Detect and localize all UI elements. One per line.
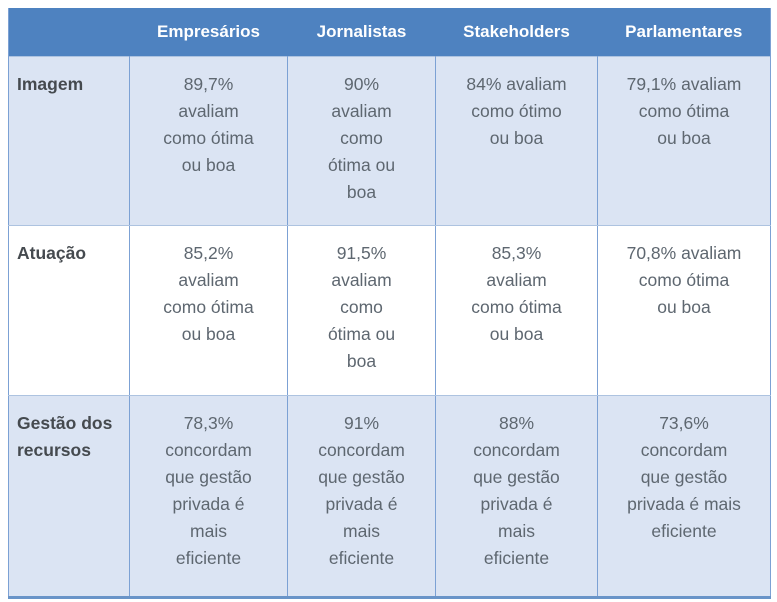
survey-results-table: Empresários Jornalistas Stakeholders Par… [8,8,771,599]
table-row-atuacao: Atuação 85,2% avaliam como ótima ou boa … [8,225,771,396]
cell-imagem-jornalistas: 90% avaliam como ótima ou boa [287,56,436,226]
header-row: Empresários Jornalistas Stakeholders Par… [8,8,771,57]
table-row-imagem: Imagem 89,7% avaliam como ótima ou boa 9… [8,56,771,226]
cell-atuacao-stakeholders: 85,3% avaliam como ótima ou boa [435,225,598,396]
cell-gestao-stakeholders: 88% concordam que gestão privada é mais … [435,395,598,598]
row-label-imagem: Imagem [8,56,130,226]
cell-imagem-empresarios: 89,7% avaliam como ótima ou boa [129,56,288,226]
column-header-jornalistas: Jornalistas [287,8,436,57]
corner-cell [8,8,130,57]
cell-imagem-stakeholders: 84% avaliam como ótimo ou boa [435,56,598,226]
column-header-stakeholders: Stakeholders [435,8,598,57]
cell-gestao-jornalistas: 91% concordam que gestão privada é mais … [287,395,436,598]
cell-gestao-parlamentares: 73,6% concordam que gestão privada é mai… [597,395,771,598]
column-header-empresarios: Empresários [129,8,288,57]
table-row-gestao-dos-recursos: Gestão dos recursos 78,3% concordam que … [8,395,771,598]
row-label-gestao-dos-recursos: Gestão dos recursos [8,395,130,598]
row-label-atuacao: Atuação [8,225,130,396]
cell-atuacao-parlamentares: 70,8% avaliam como ótima ou boa [597,225,771,396]
column-header-parlamentares: Parlamentares [597,8,771,57]
cell-gestao-empresarios: 78,3% concordam que gestão privada é mai… [129,395,288,598]
cell-imagem-parlamentares: 79,1% avaliam como ótima ou boa [597,56,771,226]
cell-atuacao-empresarios: 85,2% avaliam como ótima ou boa [129,225,288,396]
cell-atuacao-jornalistas: 91,5% avaliam como ótima ou boa [287,225,436,396]
